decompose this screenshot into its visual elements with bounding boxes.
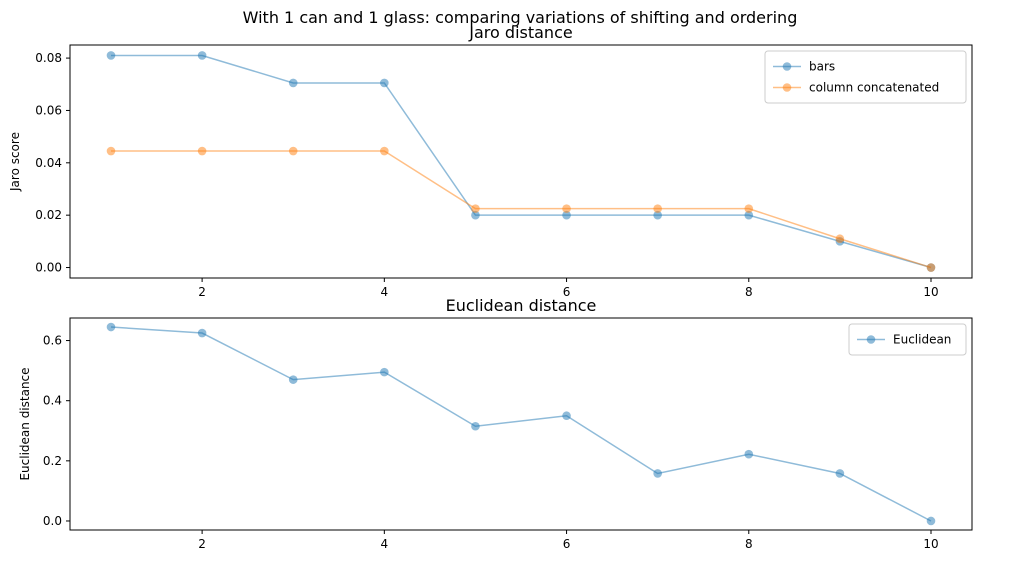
euclidean-xtick-label: 4: [381, 537, 389, 551]
euclidean-point-0-1: [197, 328, 207, 338]
jaro-point-0-1: [197, 51, 207, 60]
jaro-ytick-label: 0.02: [35, 208, 62, 222]
euclidean-xtick-label: 2: [198, 537, 206, 551]
euclidean-point-0-2: [288, 375, 298, 384]
euclidean-legend: [848, 323, 967, 356]
jaro-series-line-1: [111, 150, 932, 269]
jaro-legend-swatch-marker: [782, 62, 792, 71]
jaro-point-0-0: [106, 51, 116, 60]
jaro-point-1-4: [471, 204, 480, 213]
jaro-point-1-5: [562, 204, 571, 213]
euclidean-point-0-6: [653, 469, 662, 478]
jaro-point-1-1: [197, 146, 207, 156]
jaro-legend-label: column concatenated: [809, 81, 939, 95]
euclidean-point-0-7: [744, 449, 754, 459]
jaro-ytick-label: 0.00: [35, 261, 62, 275]
jaro-ytick-label: 0.06: [35, 103, 62, 117]
euclidean-point-0-0: [106, 322, 116, 332]
jaro-point-1-9: [926, 263, 936, 272]
jaro-xtick-label: 2: [198, 285, 206, 299]
jaro-xtick-label: 6: [563, 285, 571, 299]
euclidean-ytick-label: 0.4: [43, 394, 62, 408]
euclidean-point-0-3: [380, 367, 389, 377]
jaro-point-1-2: [288, 146, 298, 156]
jaro-legend: [764, 50, 967, 104]
jaro-point-1-7: [744, 204, 754, 213]
jaro-point-0-3: [380, 78, 389, 88]
jaro-xtick-label: 4: [381, 285, 389, 299]
euclidean-point-0-8: [835, 469, 845, 478]
euclidean-ytick-label: 0.0: [43, 514, 62, 528]
jaro-axes-frame: [69, 44, 973, 279]
jaro-ytick-label: 0.04: [35, 156, 62, 170]
jaro-xtick-label: 10: [923, 285, 938, 299]
euclidean-legend-label: Euclidean: [893, 333, 951, 347]
euclidean-point-0-5: [562, 411, 571, 421]
jaro-point-1-6: [653, 204, 662, 213]
euclidean-ylabel: Euclidean distance: [18, 367, 32, 480]
jaro-xtick-label: 8: [745, 285, 753, 299]
euclidean-point-0-4: [471, 421, 480, 431]
jaro-point-0-5: [562, 210, 571, 220]
jaro-plot: Jaro distance 2 4 6 8 10 0.00 0.02 0.04 0.06 0.08 J…: [8, 23, 973, 299]
euclidean-ytick-label: 0.6: [43, 334, 62, 348]
euclidean-xtick-label: 6: [563, 537, 571, 551]
euclidean-axes-frame: [69, 317, 973, 531]
euclidean-title: Euclidean distance: [446, 296, 597, 315]
jaro-ylabel: Jaro score: [8, 132, 22, 192]
figure-suptitle: With 1 can and 1 glass: comparing variat…: [243, 8, 798, 27]
euclidean-legend-swatch-marker: [866, 335, 876, 344]
euclidean-plot: Euclidean distance 2 4 6 8 10 0.0 0.2 0.4 0.6 Eucl…: [18, 296, 973, 551]
jaro-title: Jaro distance: [468, 23, 572, 42]
euclidean-xtick-label: 8: [745, 537, 753, 551]
jaro-ytick-label: 0.08: [35, 51, 62, 65]
euclidean-point-0-9: [926, 516, 936, 526]
jaro-legend-label: bars: [809, 60, 835, 74]
jaro-series-line-0: [111, 54, 932, 269]
jaro-point-0-7: [744, 210, 754, 220]
euclidean-ytick-label: 0.2: [43, 454, 62, 468]
euclidean-series-line-0: [110, 326, 932, 522]
euclidean-xtick-label: 10: [923, 537, 938, 551]
jaro-point-1-3: [380, 146, 389, 156]
jaro-point-1-0: [106, 146, 116, 156]
jaro-point-0-4: [471, 210, 480, 220]
jaro-point-0-2: [288, 78, 298, 88]
jaro-legend-swatch-marker: [782, 83, 792, 92]
jaro-point-0-6: [653, 210, 662, 220]
jaro-point-1-8: [835, 234, 845, 244]
